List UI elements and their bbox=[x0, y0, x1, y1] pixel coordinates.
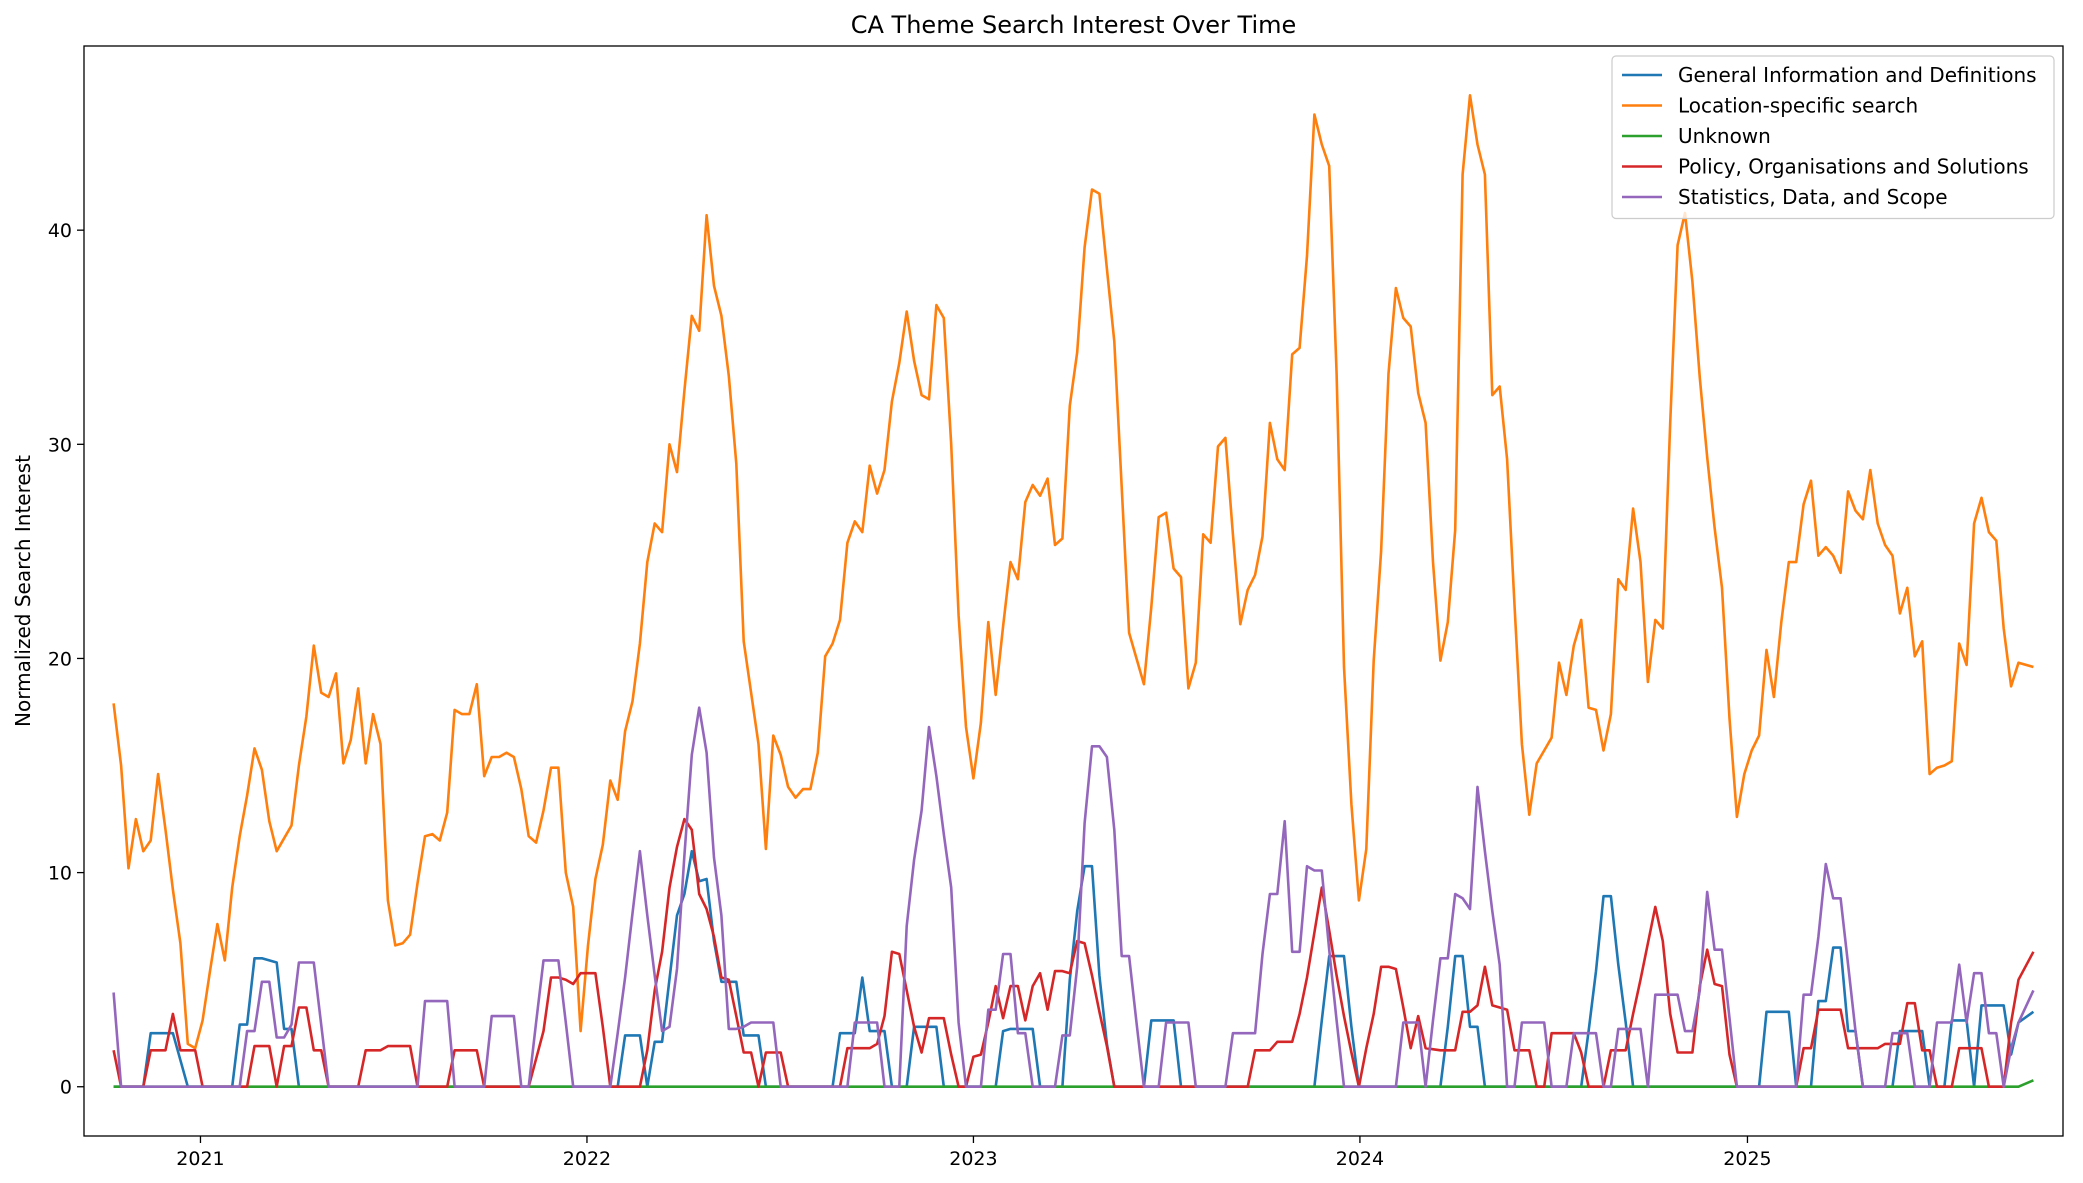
legend-label-5: Statistics, Data, and Scope bbox=[1678, 185, 1948, 209]
y-tick-label-40: 40 bbox=[48, 220, 72, 242]
series-line-2 bbox=[112, 94, 2034, 1050]
legend: General Information and Definitions Locat… bbox=[1611, 55, 2055, 220]
series-line-1 bbox=[113, 849, 2035, 1088]
axes-frame bbox=[83, 45, 2064, 1137]
y-tick-label-10: 10 bbox=[48, 863, 72, 885]
x-tick-label-2021: 2021 bbox=[176, 1148, 224, 1170]
legend-label-2: Location-specific search bbox=[1678, 94, 1918, 118]
y-tick-label-0: 0 bbox=[60, 1077, 72, 1099]
y-axis-label: Normalized Search Interest bbox=[11, 455, 35, 727]
chart-title: CA Theme Search Interest Over Time bbox=[851, 11, 1297, 39]
y-tick-label-30: 30 bbox=[48, 434, 72, 456]
x-tick-label-2023: 2023 bbox=[949, 1148, 997, 1170]
legend-label-4: Policy, Organisations and Solutions bbox=[1678, 155, 2029, 179]
legend-box bbox=[1611, 55, 2055, 220]
x-tick-label-2024: 2024 bbox=[1336, 1148, 1384, 1170]
x-tick-label-2025: 2025 bbox=[1723, 1148, 1771, 1170]
legend-label-3: Unknown bbox=[1678, 124, 1771, 148]
series-line-4 bbox=[112, 817, 2035, 1088]
x-tick-label-2022: 2022 bbox=[563, 1148, 611, 1170]
axes-layer: 0 10 20 30 40 2021 2022 2023 2024 2025 bbox=[48, 45, 2064, 1170]
series-line-3 bbox=[113, 1079, 2034, 1088]
legend-label-1: General Information and Definitions bbox=[1678, 63, 2037, 87]
y-tick-label-20: 20 bbox=[48, 648, 72, 670]
series-line-5 bbox=[112, 706, 2035, 1088]
series-layer bbox=[112, 94, 2035, 1088]
